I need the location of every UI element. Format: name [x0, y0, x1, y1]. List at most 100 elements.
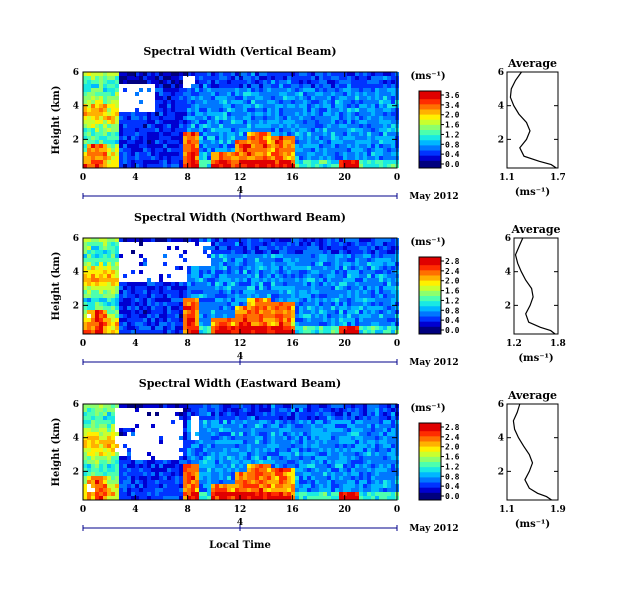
heatmap-cell	[287, 258, 291, 262]
heatmap-cell	[195, 132, 199, 136]
heatmap-cell	[247, 404, 251, 408]
heatmap-cell	[171, 404, 175, 408]
heatmap-cell	[91, 100, 95, 104]
heatmap-cell	[111, 428, 115, 432]
heatmap-cell	[351, 464, 355, 468]
heatmap-cell	[331, 100, 335, 104]
heatmap-cell	[307, 160, 311, 164]
heatmap-cell	[107, 124, 111, 128]
heatmap-cell	[299, 116, 303, 120]
heatmap-cell	[219, 84, 223, 88]
heatmap-cell	[171, 326, 175, 330]
x-tick-label: 20	[338, 173, 351, 183]
heatmap-cell	[203, 408, 207, 412]
heatmap-cell	[207, 120, 211, 124]
heatmap-cell	[115, 444, 119, 448]
heatmap-cell	[219, 262, 223, 266]
heatmap-cell	[371, 266, 375, 270]
heatmap-cell	[367, 440, 371, 444]
heatmap-cell	[379, 164, 383, 168]
heatmap-cell	[371, 302, 375, 306]
heatmap-cell	[247, 116, 251, 120]
heatmap-cell	[207, 92, 211, 96]
heatmap-cell	[243, 258, 247, 262]
heatmap-cell	[175, 294, 179, 298]
heatmap-cell	[159, 144, 163, 148]
heatmap-cell	[231, 124, 235, 128]
heatmap-cell	[339, 104, 343, 108]
heatmap-cell	[239, 84, 243, 88]
heatmap-cell	[327, 84, 331, 88]
heatmap-cell	[367, 424, 371, 428]
heatmap-cell	[239, 152, 243, 156]
heatmap-cell	[183, 456, 187, 460]
heatmap-cell	[251, 160, 255, 164]
heatmap-cell	[171, 96, 175, 100]
heatmap-cell	[163, 104, 167, 108]
heatmap-cell	[347, 424, 351, 428]
heatmap-cell	[283, 472, 287, 476]
heatmap-cell	[235, 290, 239, 294]
heatmap-cell	[331, 460, 335, 464]
heatmap-cell	[199, 116, 203, 120]
heatmap-cell	[367, 322, 371, 326]
heatmap-cell	[223, 148, 227, 152]
heatmap-cell	[107, 104, 111, 108]
heatmap-cell	[95, 132, 99, 136]
heatmap-cell	[347, 448, 351, 452]
heatmap-cell	[167, 104, 171, 108]
heatmap-cell	[367, 464, 371, 468]
heatmap-cell	[119, 404, 123, 408]
heatmap-cell	[271, 318, 275, 322]
heatmap-cell	[219, 124, 223, 128]
heatmap-cell	[87, 100, 91, 104]
heatmap-cell	[175, 472, 179, 476]
heatmap-cell	[103, 420, 107, 424]
heatmap-cell	[219, 152, 223, 156]
heatmap-cell	[231, 424, 235, 428]
heatmap-cell	[275, 318, 279, 322]
heatmap-cell	[267, 314, 271, 318]
heatmap-cell	[103, 310, 107, 314]
heatmap-cell	[315, 432, 319, 436]
heatmap-cell	[203, 440, 207, 444]
heatmap-cell	[155, 124, 159, 128]
heatmap-cell	[191, 92, 195, 96]
heatmap-cell	[323, 326, 327, 330]
heatmap-cell	[383, 140, 387, 144]
heatmap-cell	[215, 318, 219, 322]
heatmap-cell	[391, 80, 395, 84]
heatmap-cell	[375, 452, 379, 456]
heatmap-cell	[387, 258, 391, 262]
heatmap-cell	[167, 152, 171, 156]
heatmap-cell	[183, 144, 187, 148]
heatmap-cell	[287, 310, 291, 314]
heatmap-cell	[283, 108, 287, 112]
heatmap-cell	[391, 456, 395, 460]
heatmap-cell	[127, 136, 131, 140]
heatmap-cell	[243, 112, 247, 116]
heatmap-cell	[283, 72, 287, 76]
heatmap-cell	[215, 404, 219, 408]
heatmap-cell	[179, 460, 183, 464]
heatmap-cell	[379, 92, 383, 96]
heatmap-cell	[359, 120, 363, 124]
heatmap-cell	[175, 140, 179, 144]
heatmap-cell	[123, 116, 127, 120]
heatmap-cell	[99, 444, 103, 448]
heatmap-cell	[299, 322, 303, 326]
heatmap-cell	[319, 416, 323, 420]
heatmap-cell	[139, 314, 143, 318]
heatmap-cell	[387, 412, 391, 416]
heatmap-cell	[235, 302, 239, 306]
heatmap-cell	[343, 274, 347, 278]
heatmap-cell	[303, 290, 307, 294]
heatmap-cell	[83, 420, 87, 424]
heatmap-cell	[355, 322, 359, 326]
heatmap-cell	[119, 80, 123, 84]
heatmap-cell	[223, 108, 227, 112]
heatmap-cell	[223, 128, 227, 132]
heatmap-cell	[311, 238, 315, 242]
heatmap-cell	[271, 464, 275, 468]
heatmap-cell	[267, 100, 271, 104]
